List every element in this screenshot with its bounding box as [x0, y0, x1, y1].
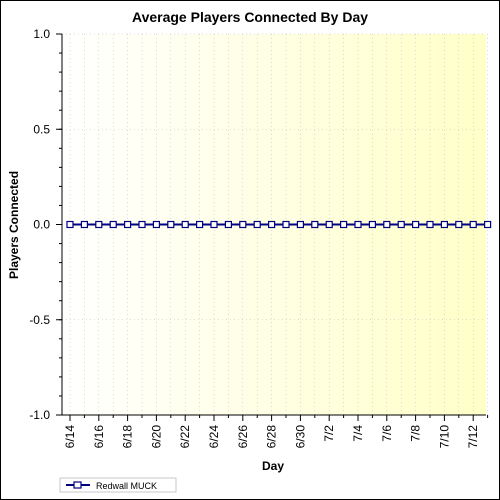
x-tick-label: 6/20: [149, 425, 163, 449]
x-tick-label: 6/14: [63, 425, 77, 449]
data-point: [224, 220, 232, 229]
data-point: [210, 220, 218, 229]
data-point: [383, 220, 391, 229]
x-tick-label: 7/10: [437, 425, 451, 449]
y-tick-label: 0.0: [33, 218, 50, 232]
data-point: [368, 220, 376, 229]
data-point: [397, 220, 405, 229]
data-point: [296, 220, 304, 229]
data-point: [95, 220, 103, 229]
y-tick-label: -1.0: [29, 408, 50, 422]
data-point: [109, 220, 117, 229]
series-layer: [66, 220, 492, 229]
data-point: [311, 220, 319, 229]
legend-swatch: [66, 481, 90, 489]
legend: Redwall MUCK: [59, 477, 177, 493]
data-point: [484, 220, 492, 229]
x-tick-label: 6/24: [207, 425, 221, 449]
y-axis: 1.0 0.5 0.0 -0.5 -1.0: [29, 27, 63, 422]
y-tick-label: 1.0: [33, 27, 50, 41]
data-point: [167, 220, 175, 229]
data-point: [253, 220, 261, 229]
data-point: [282, 220, 290, 229]
data-point: [325, 220, 333, 229]
data-point: [268, 220, 276, 229]
x-axis-label: Day: [262, 459, 284, 473]
legend-entry: Redwall MUCK: [96, 481, 157, 491]
data-point: [440, 220, 448, 229]
x-tick-label: 7/2: [322, 425, 336, 442]
x-tick-label: 6/18: [121, 425, 135, 449]
y-tick-label: 0.5: [33, 122, 50, 136]
data-point: [455, 220, 463, 229]
data-point: [66, 220, 74, 229]
x-tick-label: 7/8: [409, 425, 423, 442]
data-point: [340, 220, 348, 229]
y-tick-label: -0.5: [29, 313, 50, 327]
x-tick-label: 6/28: [265, 425, 279, 449]
data-point: [196, 220, 204, 229]
data-point: [181, 220, 189, 229]
data-point: [152, 220, 160, 229]
data-point: [426, 220, 434, 229]
x-tick-label: 6/26: [236, 425, 250, 449]
x-tick-label: 7/6: [380, 425, 394, 442]
data-point: [412, 220, 420, 229]
x-tick-label: 6/16: [92, 425, 106, 449]
legend-box: [59, 477, 177, 493]
legend-swatch-marker: [73, 481, 82, 489]
y-axis-label: Players Connected: [7, 171, 21, 279]
x-axis: 6/14 6/16 6/18 6/20 6/22 6/24 6/26 6/28 6/30 7/2 7…: [62, 414, 489, 449]
x-tick-label: 6/22: [178, 425, 192, 449]
x-tick-label: 7/4: [351, 425, 365, 442]
x-tick-label: 7/12: [466, 425, 480, 449]
x-tick-label: 6/30: [293, 425, 307, 449]
data-point: [138, 220, 146, 229]
data-point: [469, 220, 477, 229]
data-point: [80, 220, 89, 229]
data-point: [123, 220, 132, 229]
data-point: [239, 220, 247, 229]
chart-title: Average Players Connected By Day: [132, 9, 368, 25]
data-point: [354, 220, 362, 229]
